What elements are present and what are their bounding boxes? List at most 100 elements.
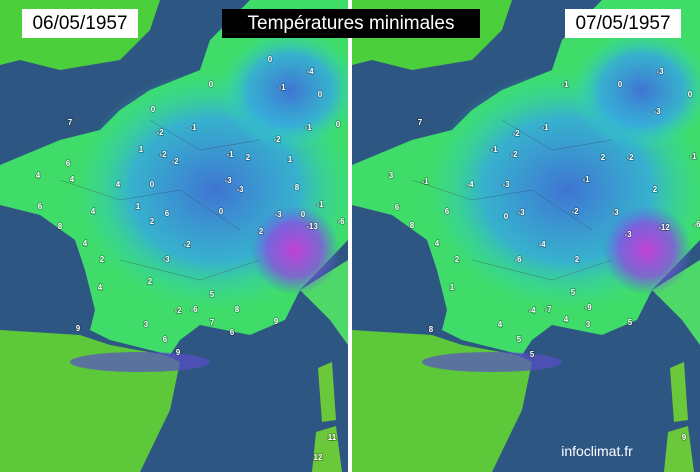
station-value: 4 [564,315,569,324]
station-value: -3 [502,180,510,189]
station-value: 8 [410,221,415,230]
station-value: -3 [236,185,244,194]
station-value: 5 [517,335,522,344]
station-value: 5 [210,290,215,299]
title: Températures minimales [248,13,455,34]
station-value: 9 [76,324,81,333]
station-value: -6 [693,220,700,229]
station-value: 0 [504,212,509,221]
date-box [22,9,138,38]
station-value: -1 [421,177,429,186]
station-value: 2 [653,185,658,194]
station-value: 8 [429,325,434,334]
station-value: 2 [148,277,153,286]
station-value: 4 [36,171,41,180]
station-value: 2 [575,255,580,264]
station-value: 4 [83,239,88,248]
station-value: -12 [658,223,670,232]
station-value: 4 [70,175,75,184]
date-label: 06/05/1957 [32,13,127,34]
station-value: -3 [656,67,664,76]
station-value: 2 [259,227,264,236]
station-value: -4 [528,306,536,315]
station-value: 4 [98,283,103,292]
station-value: -2 [571,207,579,216]
station-value: 3 [389,171,394,180]
station-value: -3 [653,107,661,116]
station-value: 2 [455,255,460,264]
station-value: 1 [136,202,141,211]
station-value: -1 [278,83,286,92]
station-value: -6 [514,255,522,264]
station-value: 0 [336,120,341,129]
station-value: -1 [561,80,569,89]
station-value: -1 [304,123,312,132]
station-value: 12 [314,453,323,462]
station-value: -3 [162,255,170,264]
station-value: 3 [586,320,591,329]
station-value: -1 [316,200,324,209]
station-value: -2 [183,240,191,249]
divider [348,0,352,472]
station-value: 0 [618,80,623,89]
station-value: 6 [395,203,400,212]
station-value: 11 [328,433,337,442]
map-right [351,0,700,472]
station-value: 8 [295,183,300,192]
title-box [222,9,480,38]
station-value: -1 [689,152,697,161]
station-value: -2 [159,150,167,159]
station-value: 8 [58,222,63,231]
station-value: -3 [274,210,282,219]
station-value: -1 [490,145,498,154]
station-value: -6 [337,217,345,226]
station-value: -1 [189,123,197,132]
station-value: -3 [611,208,619,217]
station-value: 0 [209,80,214,89]
station-value: -2 [156,128,164,137]
station-value: 6 [163,335,168,344]
credit: infoclimat.fr [561,443,633,459]
station-value: 9 [274,317,279,326]
station-value: 5 [571,288,576,297]
station-value: 4 [498,320,503,329]
station-value: 2 [246,153,251,162]
station-value: 0 [150,180,155,189]
station-value: 6 [38,202,43,211]
station-value: 9 [176,348,181,357]
station-value: -2 [174,306,182,315]
station-value: -4 [538,240,546,249]
station-value: 0 [268,55,273,64]
station-value: -9 [584,303,592,312]
station-value: 7 [210,318,215,327]
station-value: -13 [306,222,318,231]
station-value: -4 [466,180,474,189]
station-value: 3 [144,320,149,329]
station-value: 2 [100,255,105,264]
station-value: 0 [219,207,224,216]
station-value: 2 [601,153,606,162]
station-value: 1 [139,145,144,154]
station-value: -2 [171,157,179,166]
station-value: -1 [226,150,234,159]
station-value: -1 [541,123,549,132]
station-value: -3 [517,208,525,217]
station-value: 6 [165,209,170,218]
station-value: -2 [273,135,281,144]
station-value: 0 [318,90,323,99]
station-value: 9 [682,433,687,442]
station-value: -6 [190,305,198,314]
station-value: 5 [628,318,633,327]
station-value: 6 [445,207,450,216]
station-value: 0 [688,90,693,99]
station-value: -1 [582,175,590,184]
station-value: 6 [230,328,235,337]
station-value: 5 [530,350,535,359]
station-value: 1 [288,155,293,164]
station-value: 1 [450,283,455,292]
station-value: 0 [301,210,306,219]
station-value: -4 [306,67,314,76]
station-value: 7 [68,118,73,127]
station-value: 4 [116,180,121,189]
